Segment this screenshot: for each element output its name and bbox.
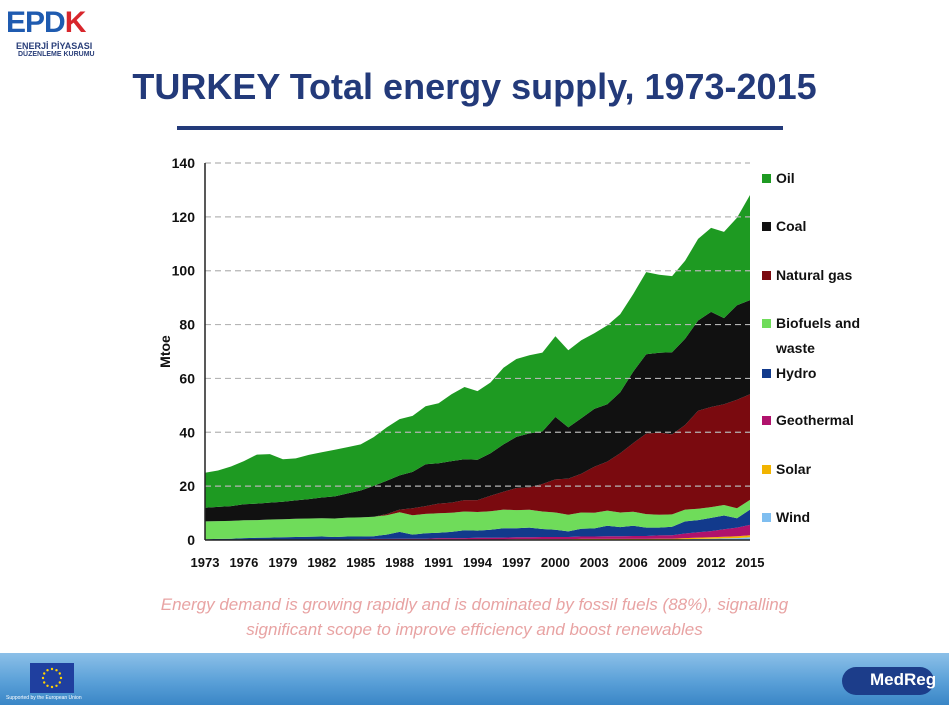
legend-swatch-hydro [762,369,771,378]
legend-label-hydro: Hydro [776,365,816,381]
series-area-coal [205,300,750,522]
y-tick-label: 0 [187,532,195,548]
y-tick-label: 60 [179,370,195,386]
slide-title: TURKEY Total energy supply, 1973-2015 [132,66,817,107]
series-area-biofuels-and-waste [205,499,750,540]
legend-label-wind: Wind [776,509,810,525]
x-tick-label: 1997 [502,555,531,570]
legend-label-solar: Solar [776,461,812,477]
legend-label-oil: Oil [776,170,795,186]
legend-label-geothermal: Geothermal [776,412,854,428]
legend-label-coal: Coal [776,218,806,234]
x-tick-label: 1979 [268,555,297,570]
area-layer [205,195,750,540]
x-tick-label: 2006 [619,555,648,570]
legend-swatch-oil [762,174,771,183]
series-area-natural-gas [205,394,750,522]
legend-swatch-solar [762,465,771,474]
series-area-geothermal [205,524,750,540]
series-area-hydro [205,509,750,540]
x-tick-label: 1976 [229,555,258,570]
slide-footer: Supported by the European Union MedReg [0,653,949,705]
x-tick-label: 1988 [385,555,414,570]
legend-swatch-wind [762,513,771,522]
legend: Oil Coal Natural gas Biofuels and waste Hydro… [762,170,860,525]
eu-support-text: Supported by the European Union [6,695,82,701]
energy-supply-chart: 0 20 40 60 80 100 120 140 1973 1976 1979 1982 1985 19… [157,155,860,570]
epdk-logo-line1: ENERJİ PİYASASI [16,41,93,51]
caption-line-2: significant scope to improve efficiency … [246,620,703,639]
legend-swatch-biofuels [762,319,771,328]
title-underline [177,126,783,130]
x-tick-label: 1994 [463,555,493,570]
x-tick-label: 2009 [658,555,687,570]
y-tick-label: 20 [179,478,195,494]
x-tick-label: 1991 [424,555,453,570]
x-tick-label: 1973 [191,555,220,570]
eu-flag-icon [30,663,74,693]
legend-swatch-geothermal [762,416,771,425]
epdk-logo: EPDK ENERJİ PİYASASI DÜZENLEME KURUMU [4,6,124,62]
gridlines [205,162,750,487]
caption-line-1: Energy demand is growing rapidly and is … [160,595,789,614]
x-tick-label: 2003 [580,555,609,570]
y-axis-label: Mtoe [157,335,173,368]
y-tick-label: 40 [179,424,195,440]
slide-caption: Energy demand is growing rapidly and is … [60,592,889,642]
medreg-logo: MedReg [842,667,936,695]
legend-swatch-natural-gas [762,271,771,280]
y-tick-label: 140 [172,155,196,171]
x-tick-label: 1982 [307,555,336,570]
legend-swatch-coal [762,222,771,231]
y-tick-label: 80 [179,317,195,333]
epdk-logo-mark: EPDK [6,6,86,39]
legend-label-biofuels: waste [775,340,815,356]
epdk-logo-line2: DÜZENLEME KURUMU [18,51,95,58]
legend-label-biofuels: Biofuels and [776,315,860,331]
x-tick-label: 2015 [736,555,765,570]
series-area-oil [205,195,750,508]
x-tick-label: 1985 [346,555,375,570]
legend-label-natural-gas: Natural gas [776,267,852,283]
y-tick-label: 120 [172,209,196,225]
y-tick-label: 100 [172,263,196,279]
x-tick-label: 2012 [697,555,726,570]
x-tick-label: 2000 [541,555,570,570]
